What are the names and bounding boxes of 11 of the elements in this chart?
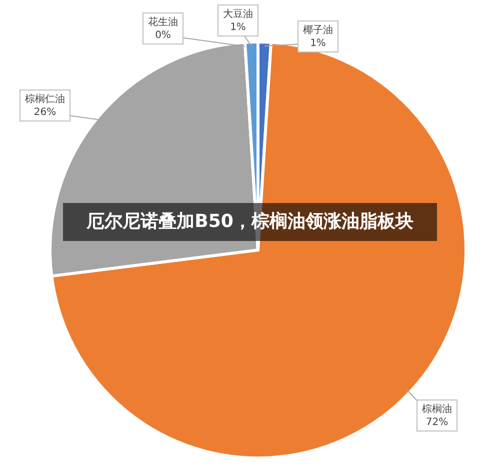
text: 厄尔尼诺叠加B50，棕榈油领涨油脂板块 [86, 211, 414, 232]
data-label: 26% [34, 107, 56, 118]
slice-label: 椰子油 [303, 24, 333, 36]
data-label: 1% [310, 38, 326, 49]
data-label: 1% [230, 22, 246, 33]
slice-label: 棕榈油 [422, 403, 452, 415]
data-label: 72% [426, 417, 448, 428]
text: 0% [155, 30, 171, 41]
slice-label: 大豆油 [223, 8, 253, 20]
category-label: 花生油 [148, 17, 178, 28]
slice-label: 棕榈仁油 [25, 93, 65, 105]
